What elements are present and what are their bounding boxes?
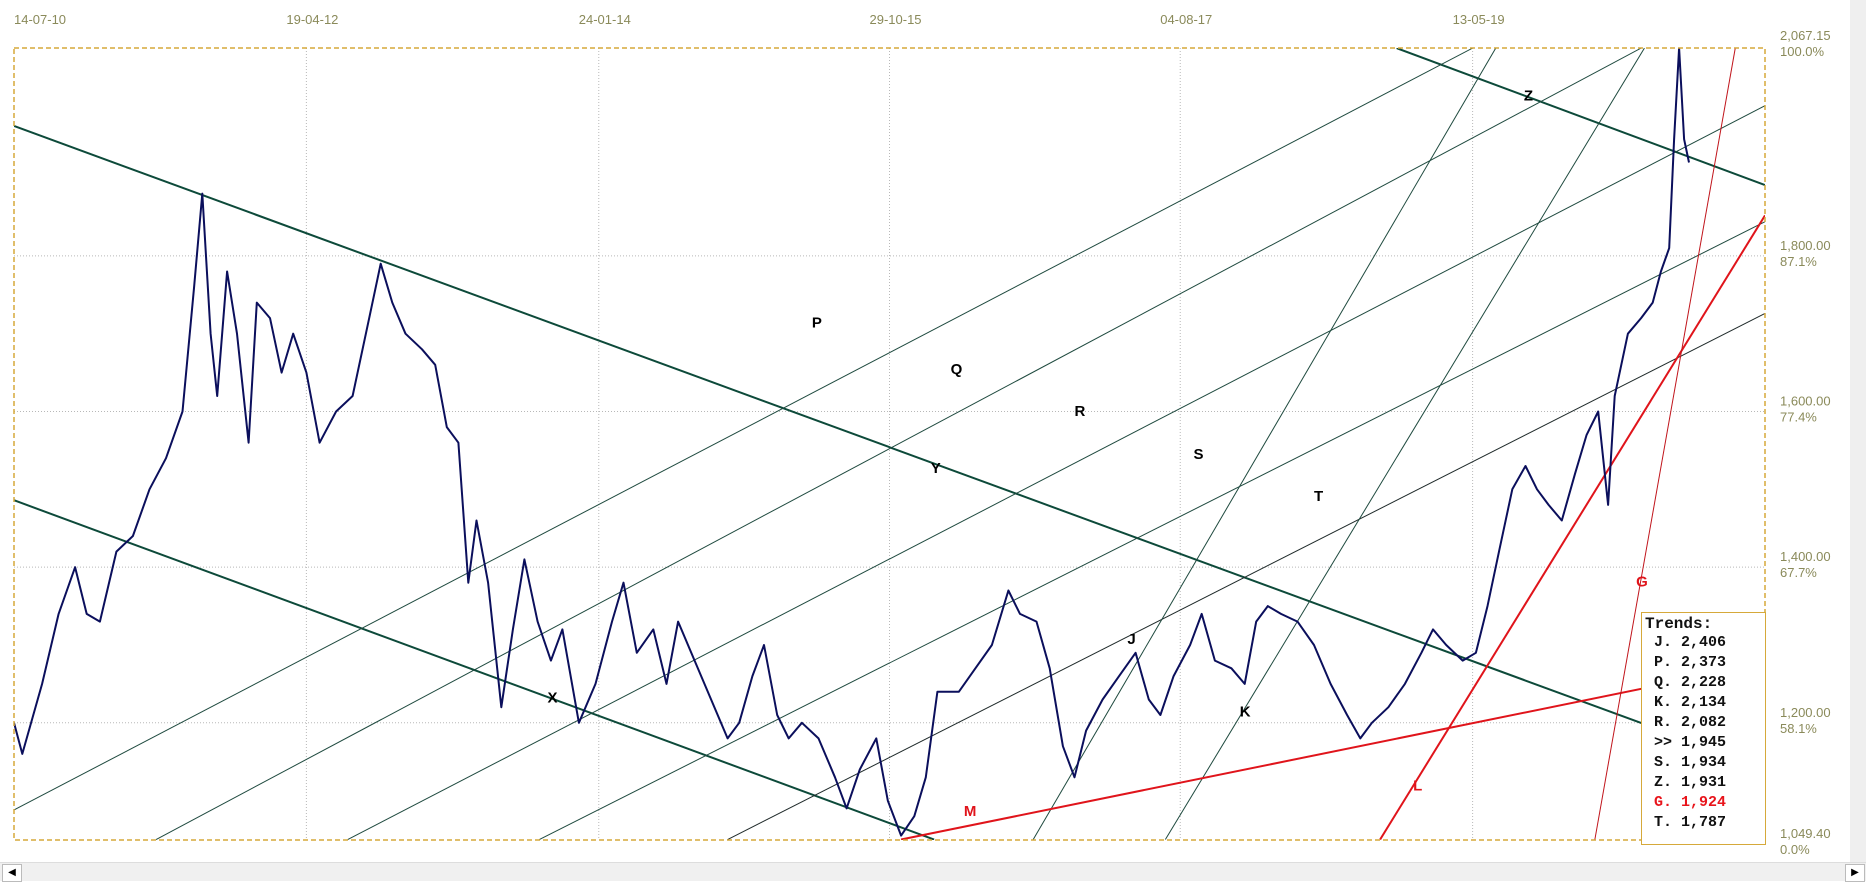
trend-row: P. 2,373: [1654, 654, 1727, 671]
trend-row: K. 2,134: [1654, 694, 1727, 711]
line-label: X: [548, 690, 558, 707]
plot-frame: [13, 47, 1766, 841]
price-series: [14, 48, 1690, 837]
trend-row: Q. 2,228: [1654, 674, 1727, 691]
trends-legend: Trends: J. 2,406 P. 2,373 Q. 2,228 K. 2,134…: [1641, 612, 1766, 845]
price-chart: 14-07-10 19-04-12 24-01-14 29-10-15 04-08-17…: [13, 12, 1831, 857]
y-tick-percent: 77.4%: [1780, 410, 1817, 425]
y-tick-percent: 87.1%: [1780, 254, 1817, 269]
trend-line-j-line: [1032, 48, 1497, 840]
trend-line-channel-upper: [14, 124, 1644, 725]
trends-title: Trends:: [1645, 615, 1713, 633]
y-tick-value: 1,400.00: [1780, 549, 1831, 564]
line-label: G: [1636, 574, 1648, 591]
x-tick-label: 14-07-10: [14, 12, 66, 27]
trend-row: >> 1,945: [1654, 734, 1727, 751]
trend-line-r-line: [347, 105, 1765, 840]
right-panel: [1850, 0, 1866, 862]
trend-row: T. 1,787: [1654, 814, 1727, 831]
line-label: M: [964, 803, 977, 820]
scroll-left-arrow-icon[interactable]: ◀: [2, 864, 22, 882]
line-label: S: [1193, 446, 1203, 463]
grid: [14, 48, 1765, 840]
annotations: P Q R S T Y X J K Z M L G: [548, 87, 1648, 820]
trend-line-l-line: [1379, 214, 1765, 840]
y-tick-value: 1,600.00: [1780, 394, 1831, 409]
y-tick-value: 1,800.00: [1780, 238, 1831, 253]
trend-line-t-line: [727, 313, 1765, 840]
y-tick-percent: 58.1%: [1780, 721, 1817, 736]
x-tick-label: 13-05-19: [1453, 12, 1505, 27]
x-tick-label: 19-04-12: [286, 12, 338, 27]
y-tick-value: 2,067.15: [1780, 28, 1831, 43]
trend-line-p-line: [14, 48, 1473, 811]
trend-row: R. 2,082: [1654, 714, 1727, 731]
y-tick-percent: 0.0%: [1780, 842, 1810, 857]
line-label: Q: [951, 361, 963, 378]
trend-line-k-line: [1164, 48, 1645, 840]
trend-lines: [14, 48, 1765, 840]
x-tick-label: 04-08-17: [1160, 12, 1212, 27]
trend-row: S. 1,934: [1654, 754, 1727, 771]
y-tick-value: 1,049.40: [1780, 826, 1831, 841]
x-tick-label: 24-01-14: [579, 12, 631, 27]
line-label: K: [1240, 704, 1251, 721]
trend-line-z-line: [1396, 48, 1765, 187]
line-label: Z: [1524, 87, 1533, 104]
trend-row: G. 1,924: [1654, 794, 1727, 811]
x-axis-ticks: 14-07-10 19-04-12 24-01-14 29-10-15 04-08-17…: [14, 12, 1505, 27]
horizontal-scrollbar[interactable]: ◀ ▶: [0, 862, 1866, 882]
y-tick-percent: 100.0%: [1780, 44, 1825, 59]
trend-row: Z. 1,931: [1654, 774, 1727, 791]
trend-line-g-line: [1594, 48, 1736, 840]
trend-line-q-line: [155, 48, 1642, 840]
trend-line-s-line: [539, 221, 1765, 840]
price-line: [14, 48, 1690, 837]
y-tick-percent: 67.7%: [1780, 565, 1817, 580]
line-label: J: [1127, 631, 1135, 648]
scroll-right-arrow-icon[interactable]: ▶: [1845, 864, 1865, 882]
line-label: L: [1413, 778, 1422, 795]
line-label: P: [812, 314, 822, 331]
line-label: T: [1314, 488, 1323, 505]
x-tick-label: 29-10-15: [870, 12, 922, 27]
line-label: R: [1075, 403, 1086, 420]
trend-row: J. 2,406: [1654, 634, 1727, 651]
line-label: Y: [931, 460, 941, 477]
y-tick-value: 1,200.00: [1780, 705, 1831, 720]
